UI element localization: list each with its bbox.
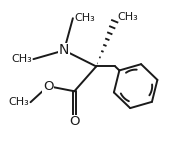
Text: CH₃: CH₃ [117,12,138,22]
Text: CH₃: CH₃ [74,13,95,23]
Text: CH₃: CH₃ [8,97,29,107]
Text: N: N [59,43,69,57]
Text: O: O [43,80,53,93]
Text: O: O [69,115,80,128]
Text: CH₃: CH₃ [11,54,32,64]
